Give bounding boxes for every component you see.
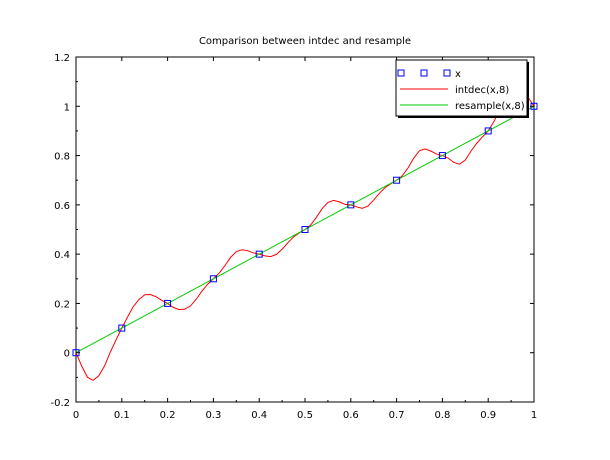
data-point-marker — [118, 324, 126, 332]
legend-marker — [443, 69, 451, 77]
series-layer — [76, 88, 534, 381]
chart-title: Comparison between intdec and resample — [199, 36, 411, 47]
legend-marker — [420, 69, 428, 77]
legend-label: resample(x,8) — [455, 101, 525, 112]
legend-label: x — [455, 69, 461, 80]
x-tick-label: 0.1 — [114, 410, 130, 421]
legend: x intdec(x,8) resample(x,8) — [395, 59, 529, 118]
data-point-marker — [347, 201, 355, 209]
legend-label: intdec(x,8) — [455, 85, 509, 96]
data-point-marker — [255, 250, 263, 258]
data-point-marker — [484, 127, 492, 135]
y-tick-label: 1 — [64, 102, 70, 113]
x-tick-label: 0.2 — [160, 410, 176, 421]
x-tick-label: 0.4 — [251, 410, 267, 421]
data-point-marker — [164, 299, 172, 307]
y-tick-label: -0.2 — [50, 398, 70, 409]
legend-entries: x intdec(x,8) resample(x,8) — [397, 69, 525, 112]
marker-layer — [72, 102, 538, 357]
series-line-resample-x-8- — [76, 105, 534, 354]
y-tick-label: 0.6 — [54, 201, 70, 212]
y-tick-label: 1.2 — [54, 53, 70, 64]
x-tick-label: 0.9 — [480, 410, 496, 421]
data-point-marker — [393, 176, 401, 184]
y-axis: -0.2 0 0.2 0.4 0.6 0.8 1 1.2 — [50, 53, 534, 409]
x-tick-label: 0.8 — [434, 410, 450, 421]
data-point-marker — [438, 152, 446, 160]
x-tick-label: 0.6 — [343, 410, 359, 421]
y-tick-label: 0.8 — [54, 152, 70, 163]
data-point-marker — [209, 275, 217, 283]
data-point-marker — [301, 226, 309, 233]
x-tick-label: 0 — [73, 410, 79, 421]
x-tick-label: 0.7 — [389, 410, 405, 421]
y-tick-label: 0.2 — [54, 299, 70, 310]
legend-marker — [397, 69, 405, 77]
x-axis: 0 0.1 0.2 0.3 0.4 0.5 0.6 0.7 0.8 0.9 1 — [73, 57, 537, 421]
y-tick-label: 0.4 — [54, 250, 70, 261]
x-tick-label: 1 — [531, 410, 537, 421]
y-tick-label: 0 — [64, 349, 70, 360]
x-tick-label: 0.5 — [297, 410, 313, 421]
legend-box — [395, 59, 528, 117]
x-tick-label: 0.3 — [205, 410, 221, 421]
